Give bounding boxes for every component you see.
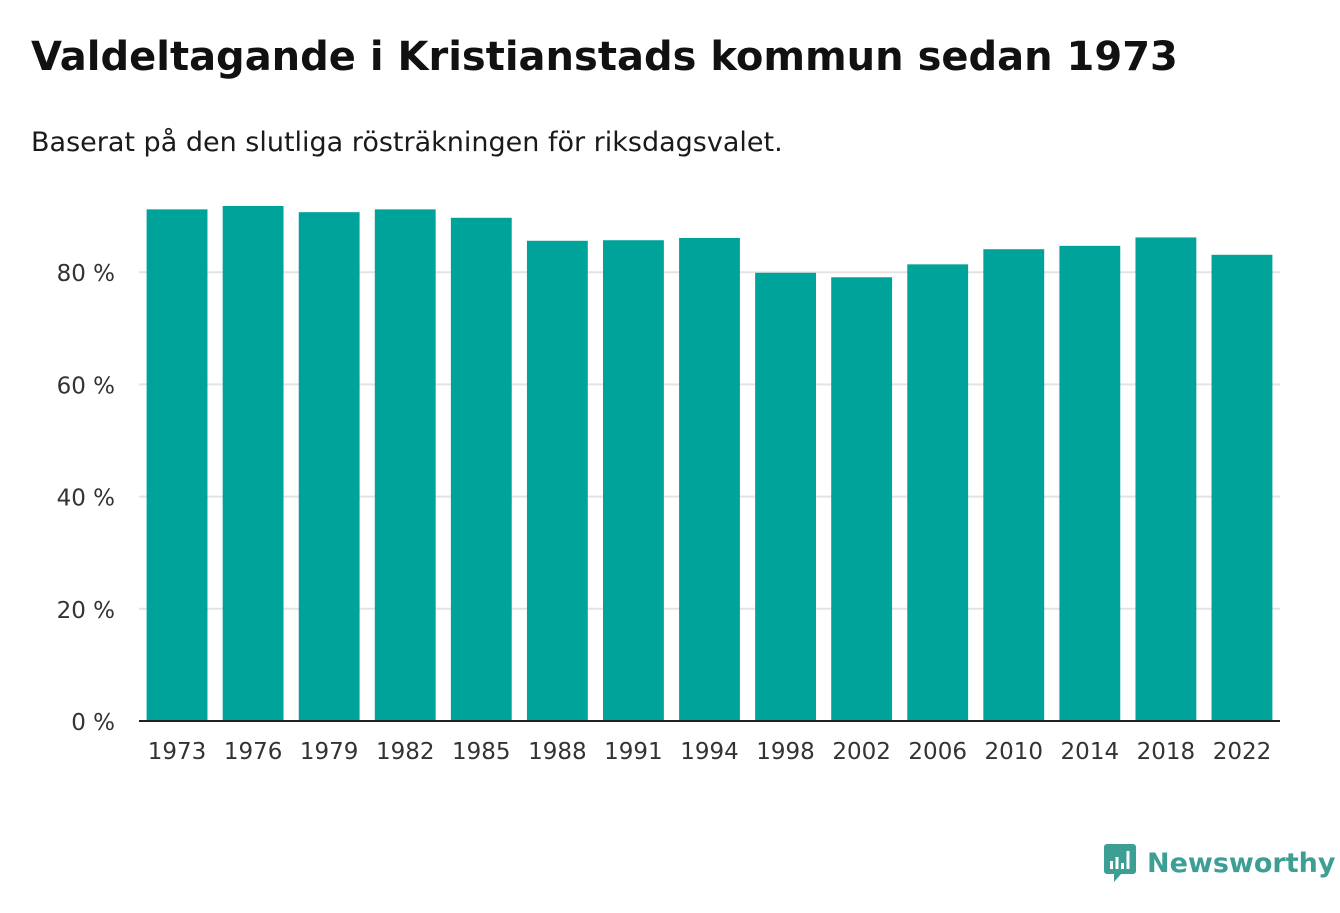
x-tick-label: 1998: [756, 739, 815, 765]
x-tick-label: 1985: [452, 739, 511, 765]
bar: [603, 240, 664, 721]
bar: [1135, 237, 1197, 721]
x-tick-label: 1991: [604, 739, 663, 765]
bar: [222, 206, 284, 721]
bar: [298, 212, 360, 721]
bar: [1211, 254, 1273, 721]
x-tick-label: 1979: [300, 739, 359, 765]
bar: [526, 240, 588, 721]
y-tick-label: 20 %: [57, 598, 115, 624]
brand-name: Newsworthy: [1147, 847, 1336, 879]
y-tick-label: 60 %: [57, 373, 115, 399]
bar: [679, 237, 740, 721]
bar: [983, 249, 1045, 721]
y-tick-label: 40 %: [57, 486, 115, 512]
y-tick-label: 0 %: [71, 710, 115, 736]
x-tick-label: 1988: [528, 739, 587, 765]
x-tick-label: 1994: [680, 739, 739, 765]
bar: [450, 217, 512, 721]
y-tick-label: 80 %: [57, 261, 115, 287]
bar: [755, 272, 816, 721]
newsworthy-logo-icon: [1104, 844, 1136, 882]
chart-subtitle: Baserat på den slutliga rösträkningen fö…: [31, 127, 783, 158]
bar: [1059, 245, 1121, 721]
bar: [831, 277, 893, 721]
bar: [146, 209, 208, 722]
x-tick-label: 2018: [1137, 739, 1196, 765]
x-tick-label: 2010: [984, 739, 1043, 765]
x-tick-label: 2014: [1061, 739, 1120, 765]
x-tick-label: 1982: [376, 739, 435, 765]
x-tick-label: 2022: [1213, 739, 1272, 765]
x-tick-label: 2006: [908, 739, 967, 765]
x-tick-label: 1973: [148, 739, 207, 765]
bar: [374, 209, 436, 722]
x-tick-label: 2002: [832, 739, 891, 765]
chart-title: Valdeltagande i Kristianstads kommun sed…: [31, 34, 1178, 80]
bar: [907, 264, 969, 721]
x-tick-label: 1976: [224, 739, 283, 765]
brand-logo: Newsworthy: [1103, 843, 1335, 883]
